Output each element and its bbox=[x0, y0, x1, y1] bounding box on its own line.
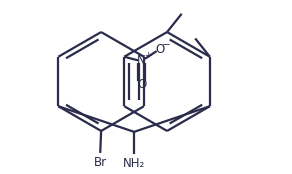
Text: N: N bbox=[137, 54, 146, 67]
Text: O: O bbox=[155, 43, 165, 56]
Text: −: − bbox=[161, 40, 170, 50]
Text: +: + bbox=[144, 51, 151, 60]
Text: NH₂: NH₂ bbox=[123, 157, 145, 170]
Text: O: O bbox=[137, 78, 146, 91]
Text: Br: Br bbox=[94, 156, 107, 169]
